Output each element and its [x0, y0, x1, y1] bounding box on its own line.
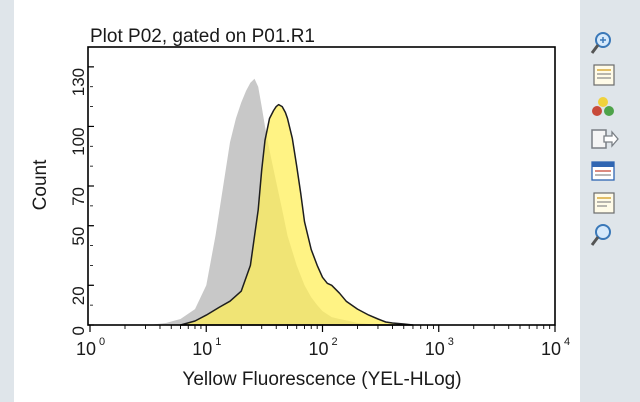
zoom-out-button[interactable] — [586, 222, 620, 248]
series-layer — [148, 78, 414, 326]
statistics-icon — [591, 161, 615, 181]
x-tick-label: 10 — [425, 339, 445, 359]
y-tick-label: 130 — [69, 68, 88, 96]
x-tick-label: 10 — [541, 339, 561, 359]
y-tick-label: 0 — [69, 326, 88, 335]
properties-button[interactable] — [586, 62, 620, 88]
zoom-out-icon — [590, 224, 611, 246]
x-axis-label: Yellow Fluorescence (YEL-HLog) — [182, 369, 461, 390]
y-tick-label: 70 — [69, 187, 88, 206]
x-tick-exponent: 2 — [331, 336, 337, 348]
zoom-in-icon — [590, 32, 611, 54]
color-palette-button[interactable] — [586, 94, 620, 120]
x-tick-exponent: 1 — [215, 336, 221, 348]
x-tick-exponent: 0 — [99, 336, 105, 348]
y-tick-label: 20 — [69, 286, 88, 305]
properties-icon — [593, 64, 615, 86]
x-tick-exponent: 4 — [564, 336, 570, 348]
notes-icon — [593, 192, 615, 214]
x-tick-label: 10 — [308, 339, 328, 359]
plot-toolbar — [584, 30, 624, 260]
x-tick-label: 10 — [192, 339, 212, 359]
export-button[interactable] — [586, 126, 620, 152]
color-palette-icon — [592, 97, 614, 116]
y-tick-label: 100 — [69, 127, 88, 155]
x-tick-exponent: 3 — [448, 336, 454, 348]
export-icon — [591, 129, 619, 149]
histogram-series-2 — [179, 103, 414, 326]
notes-button[interactable] — [586, 190, 620, 216]
y-tick-label: 50 — [69, 227, 88, 246]
y-axis-label: Count — [30, 159, 51, 210]
chart-title: Plot P02, gated on P01.R1 — [90, 26, 315, 47]
zoom-in-button[interactable] — [586, 30, 620, 56]
x-tick-label: 10 — [76, 339, 96, 359]
statistics-button[interactable] — [586, 158, 620, 184]
